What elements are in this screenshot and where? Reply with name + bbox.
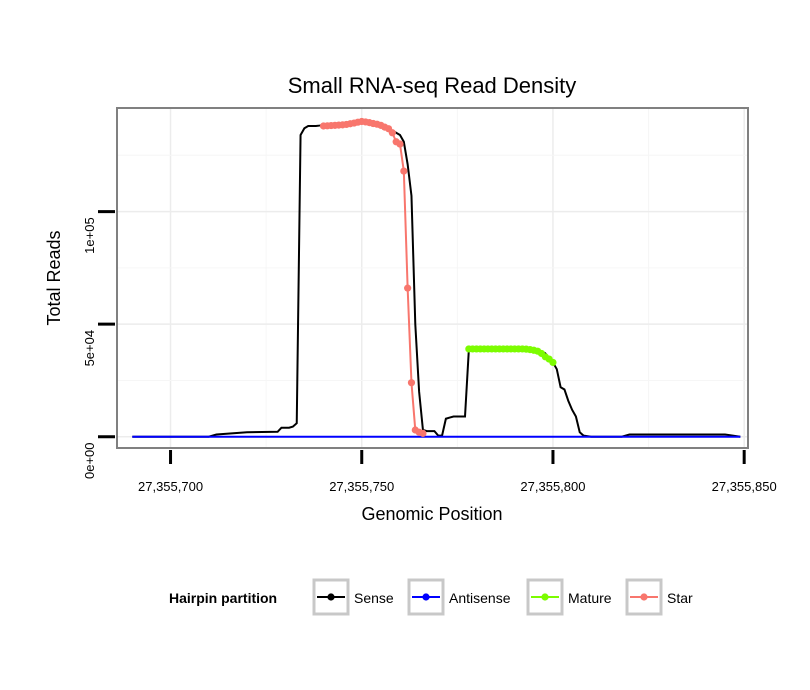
- y-axis: 0e+00 5e+04 1e+05: [82, 210, 115, 479]
- legend-label-star: Star: [667, 590, 693, 606]
- x-tick-label: 27,355,800: [520, 479, 585, 494]
- x-axis-title: Genomic Position: [361, 504, 502, 524]
- point-star: [404, 284, 412, 292]
- legend-label-sense: Sense: [354, 590, 394, 606]
- series-layer: [132, 117, 741, 438]
- legend-point-antisense: [422, 593, 430, 601]
- legend-point-sense: [327, 593, 335, 601]
- x-tick-label: 27,355,850: [712, 479, 777, 494]
- legend-point-mature: [541, 593, 549, 601]
- y-tick-label: 1e+05: [82, 217, 97, 254]
- plot-panel: [116, 107, 749, 449]
- chart-title: Small RNA-seq Read Density: [288, 73, 577, 98]
- legend-label-antisense: Antisense: [449, 590, 511, 606]
- x-tick-label: 27,355,750: [329, 479, 394, 494]
- point-star: [419, 429, 427, 437]
- point-star: [407, 379, 416, 387]
- legend-title: Hairpin partition: [169, 590, 277, 606]
- y-tick-label: 0e+00: [82, 442, 97, 479]
- x-tick-label: 27,355,700: [138, 479, 203, 494]
- legend: Hairpin partition Sense Antisense Mature St…: [169, 578, 693, 616]
- point-mature: [549, 358, 557, 367]
- legend-point-star: [640, 593, 648, 601]
- y-tick-label: 5e+04: [82, 330, 97, 367]
- legend-label-mature: Mature: [568, 590, 612, 606]
- point-star: [396, 140, 404, 148]
- x-axis: 27,355,700 27,355,750 27,355,800 27,355,850: [138, 450, 777, 494]
- point-star: [388, 129, 396, 137]
- series-line-sense: [132, 121, 741, 438]
- grid-lines: [118, 109, 747, 447]
- y-axis-title: Total Reads: [44, 230, 64, 325]
- point-star: [400, 167, 408, 175]
